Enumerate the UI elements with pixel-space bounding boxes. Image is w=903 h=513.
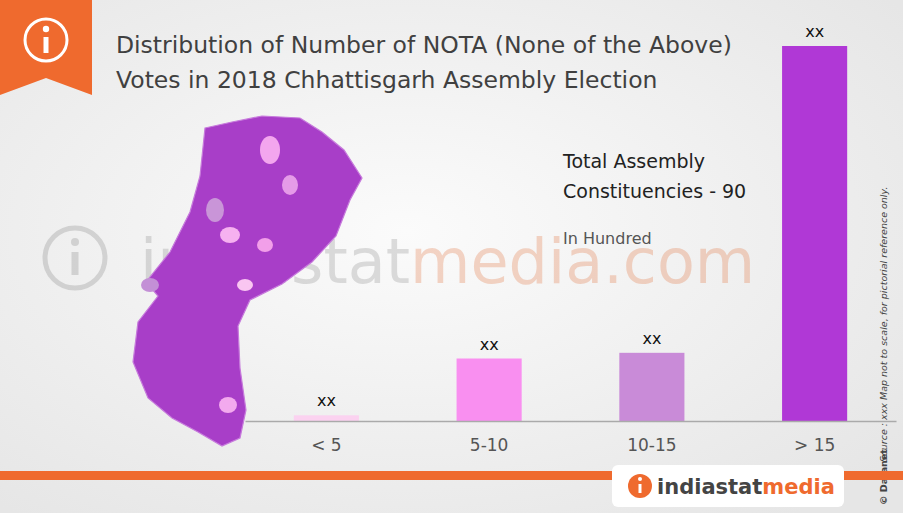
title: Votes in 2018 Chhattisgarh Assembly Elec… — [116, 66, 657, 94]
data-label: xx — [642, 329, 661, 348]
bar — [457, 359, 522, 422]
data-label: xx — [805, 22, 824, 41]
x-tick-label: 5-10 — [470, 435, 509, 455]
map-region — [257, 238, 273, 252]
watermark-icon — [45, 228, 105, 288]
x-axis: < 5 5-10 10-15 > 15 — [246, 421, 897, 455]
footer-icon — [628, 474, 652, 498]
watermark-part: media.com — [410, 225, 755, 298]
map-region — [282, 175, 298, 195]
x-tick: < 5 — [311, 421, 341, 455]
x-tick-label: 10-15 — [627, 435, 676, 455]
footer-part: indiastat — [657, 475, 762, 499]
x-tick: 10-15 — [627, 421, 676, 455]
map-region — [206, 198, 224, 222]
footer-part: media — [762, 475, 835, 499]
map-region — [141, 278, 159, 292]
data-label: xx — [317, 391, 336, 410]
data-label: xx — [480, 335, 499, 354]
map — [133, 116, 362, 446]
x-tick: 5-10 — [470, 421, 509, 455]
map-region — [237, 279, 253, 291]
bars — [294, 46, 847, 421]
bar — [782, 46, 847, 421]
annotation: Constituencies - 90 — [563, 180, 746, 202]
x-tick-label: < 5 — [311, 435, 341, 455]
data-labels: xx xx xx xx — [317, 22, 824, 410]
map-region — [260, 136, 280, 164]
x-tick-label: > 15 — [794, 435, 835, 455]
x-axis-line — [246, 421, 897, 423]
annotation: Total Assembly — [562, 150, 705, 172]
map-region — [219, 397, 237, 413]
map-shape — [133, 116, 362, 446]
background — [0, 0, 903, 513]
footer-icon — [639, 484, 642, 493]
title: Distribution of Number of NOTA (None of … — [116, 31, 732, 59]
source: Source : xxx Map not to scale, for picto… — [878, 187, 889, 462]
bar — [619, 353, 684, 421]
annotation: In Hundred — [563, 229, 652, 248]
footer-icon — [638, 477, 642, 481]
x-tick: > 15 — [794, 421, 835, 455]
bar — [294, 415, 359, 421]
footer-box — [612, 465, 844, 507]
footer-logo: indiastatmedia — [612, 465, 844, 507]
chart: indiastat media.com Distribution of Number… — [0, 0, 903, 513]
header-badge — [0, 0, 92, 95]
map-region — [220, 227, 240, 243]
footer-text: indiastatmedia — [657, 475, 835, 499]
